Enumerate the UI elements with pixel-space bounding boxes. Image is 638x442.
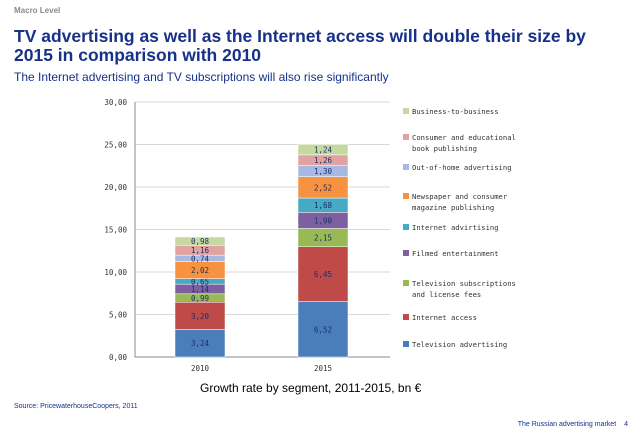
data-label: 3,24 [191, 339, 210, 348]
source-note: Source: PricewaterhouseCoopers, 2011 [14, 403, 138, 410]
legend-swatch [403, 314, 409, 320]
data-label: 3,20 [191, 312, 210, 321]
legend-swatch [403, 164, 409, 170]
bar-segment [174, 302, 226, 330]
y-tick-label: 25,00 [104, 141, 127, 150]
stacked-bar-chart: 0,00 5,00 10,00 15,00 20,00 25,00 30,00 3,24 3,2… [104, 98, 516, 373]
footer: The Russian advertising market 4 [512, 421, 628, 428]
legend-swatch [403, 134, 409, 140]
legend-swatch [403, 250, 409, 256]
data-label: 1,68 [314, 201, 333, 210]
legend-label: Television advertising [412, 340, 507, 349]
legend-label: Television subscriptions [412, 279, 516, 288]
legend-swatch [403, 224, 409, 230]
data-label: 1,30 [314, 167, 333, 176]
y-tick-label: 20,00 [104, 183, 127, 192]
data-label: 1,26 [314, 156, 333, 165]
page-subtitle: The Internet advertising and TV subscrip… [14, 70, 389, 84]
legend-swatch [403, 280, 409, 286]
legend-swatch [403, 193, 409, 199]
legend-swatch [403, 341, 409, 347]
legend-label: Filmed entertainment [412, 249, 499, 258]
data-label: 1,90 [314, 216, 333, 225]
bar-segment [174, 329, 226, 358]
y-tick-label: 5,00 [109, 311, 128, 320]
bar-segment [297, 301, 349, 358]
bar-segment [297, 144, 349, 156]
legend-label: Internet advirtising [412, 223, 499, 232]
legend-label: Newspaper and consumer [412, 192, 508, 201]
data-label: 1,24 [314, 146, 333, 155]
legend-swatch [403, 108, 409, 114]
section-label: Macro Level [14, 6, 61, 15]
data-label: 2,15 [314, 234, 332, 243]
y-tick-label: 30,00 [104, 98, 127, 107]
data-label: 6,45 [314, 270, 332, 279]
bar-segment [297, 246, 349, 302]
legend-label: Consumer and educational [412, 133, 516, 142]
y-tick-label: 10,00 [104, 268, 127, 277]
data-label: 1,16 [191, 246, 210, 255]
chart-caption: Growth rate by segment, 2011-2015, bn € [200, 381, 422, 395]
x-tick-label: 2015 [314, 364, 332, 373]
y-tick-label: 0,00 [109, 353, 128, 362]
data-label: 1,14 [191, 285, 210, 294]
data-label: 0,74 [191, 254, 210, 263]
legend-label: Out-of-home advertising [412, 163, 512, 172]
data-label: 6,52 [314, 325, 332, 334]
legend-label: magazine publishing [412, 203, 494, 212]
footer-doc-title: The Russian advertising market [517, 421, 617, 428]
bar-segment [174, 236, 226, 246]
data-label: 2,02 [191, 266, 209, 275]
legend-label: Internet access [412, 313, 477, 322]
data-label: 0,99 [191, 294, 209, 303]
legend-label: and license fees [412, 290, 481, 299]
data-label: 0,98 [191, 237, 210, 246]
data-label: 2,52 [314, 183, 332, 192]
y-tick-label: 15,00 [104, 226, 127, 235]
data-label: 0,65 [191, 277, 209, 286]
page-number: 4 [624, 421, 628, 428]
legend-label: book publishing [412, 144, 477, 153]
legend-label: Business-to-business [412, 107, 499, 116]
page-title: TV advertising as well as the Internet a… [14, 26, 586, 65]
x-tick-label: 2010 [191, 364, 210, 373]
